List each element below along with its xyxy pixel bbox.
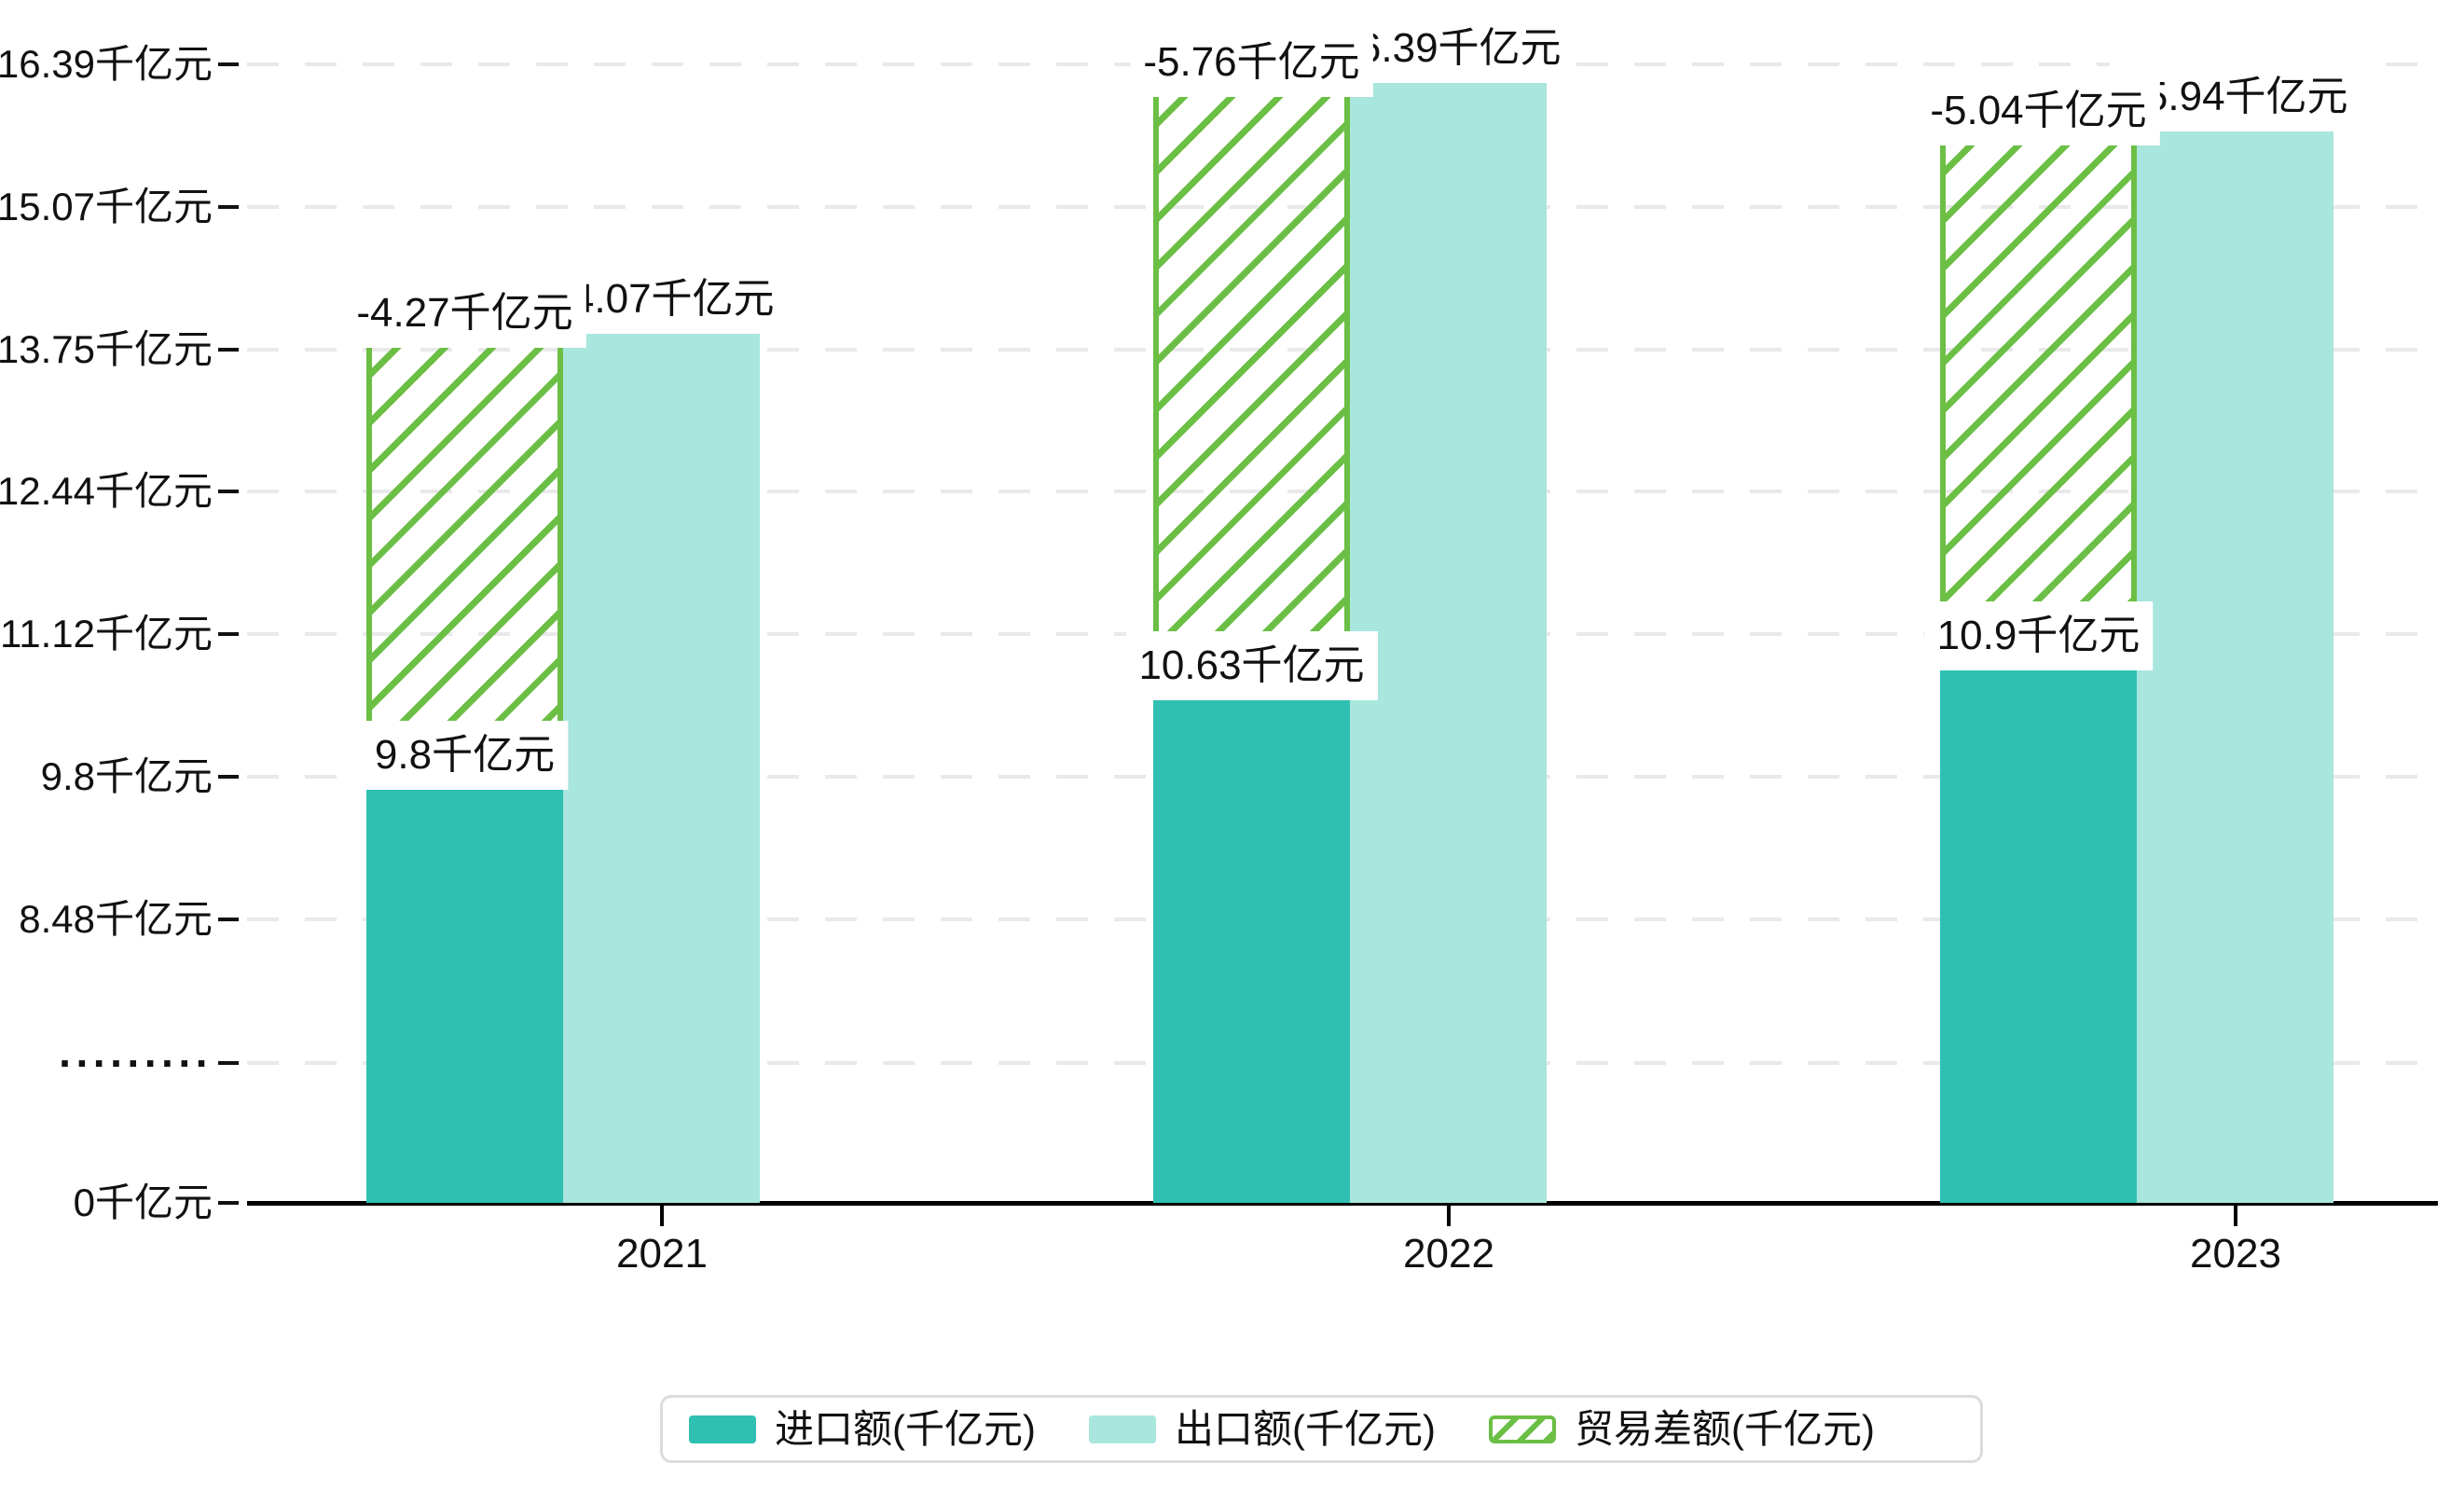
y-axis-tick: [218, 62, 239, 66]
import-value-label-2022: 10.63千亿元: [1125, 630, 1378, 700]
trade-balance-bar-2021[interactable]: [366, 314, 563, 777]
export-bar-2023[interactable]: [2137, 113, 2333, 1203]
import-value-label-2023: 10.9千亿元: [1923, 601, 2154, 671]
import-bar-2023[interactable]: [1940, 657, 2137, 1203]
y-axis-tick: [218, 631, 239, 636]
legend-entry-贸易差额(千亿元)[interactable]: 贸易差额(千亿元): [1488, 1406, 1875, 1452]
y-axis-tick: [218, 1201, 239, 1205]
y-tick-label: 11.12千亿元: [0, 611, 213, 656]
legend-label: 进口额(千亿元): [775, 1406, 1036, 1451]
y-tick-label: 9.8千亿元: [40, 753, 213, 798]
import-bar-2021[interactable]: [366, 776, 563, 1203]
y-tick-label: 12.44千亿元: [0, 468, 213, 513]
y-axis-tick: [218, 205, 239, 209]
y-tick-label: 8.48千亿元: [19, 896, 213, 941]
trade-balance-value-label-2021: -4.27千亿元: [343, 278, 586, 348]
y-tick-label: 15.07千亿元: [0, 185, 213, 228]
x-tick-label-2022: 2022: [1403, 1231, 1494, 1277]
legend-label: 出口额(千亿元): [1174, 1406, 1436, 1451]
x-axis-line: [247, 1201, 2438, 1206]
export-bar-2022[interactable]: [1350, 64, 1547, 1203]
x-axis-tick: [660, 1206, 664, 1226]
hatched-swatch-icon: [1488, 1415, 1556, 1443]
y-axis-tick: [218, 774, 239, 779]
y-axis-tick: [218, 489, 239, 493]
export-bar-2021[interactable]: [563, 314, 760, 1203]
x-axis-tick: [2234, 1206, 2237, 1226]
import-bar-2022[interactable]: [1153, 686, 1350, 1203]
y-axis-tick: [218, 348, 239, 352]
legend-label: 贸易差额(千亿元): [1574, 1406, 1875, 1451]
y-tick-label: 16.39千亿元: [0, 42, 213, 86]
legend-entry-进口额(千亿元)[interactable]: 进口额(千亿元): [689, 1407, 1036, 1452]
x-axis-tick: [1447, 1206, 1451, 1226]
legend: 进口额(千亿元) 出口额(千亿元) 贸易差额(千亿元): [660, 1395, 1983, 1463]
x-tick-label-2023: 2023: [2190, 1231, 2281, 1277]
color-swatch-icon: [689, 1415, 756, 1443]
trade-balance-bar-2022[interactable]: [1153, 64, 1350, 687]
y-tick-label: 0千亿元: [73, 1180, 213, 1224]
trade-balance-value-label-2023: -5.04千亿元: [1917, 76, 2160, 146]
trade-balance-value-label-2022: -5.76千亿元: [1130, 28, 1373, 97]
y-axis-tick: [218, 917, 239, 921]
import-value-label-2021: 9.8千亿元: [361, 720, 569, 790]
y-tick-label: 13.75千亿元: [0, 327, 213, 371]
y-axis-tick: [218, 1061, 239, 1065]
x-tick-label-2021: 2021: [616, 1231, 708, 1277]
color-swatch-icon: [1088, 1415, 1156, 1443]
trade-balance-bar-2023[interactable]: [1940, 113, 2137, 658]
y-tick-label: ·········: [59, 1039, 213, 1087]
legend-entry-出口额(千亿元)[interactable]: 出口额(千亿元): [1088, 1406, 1436, 1452]
